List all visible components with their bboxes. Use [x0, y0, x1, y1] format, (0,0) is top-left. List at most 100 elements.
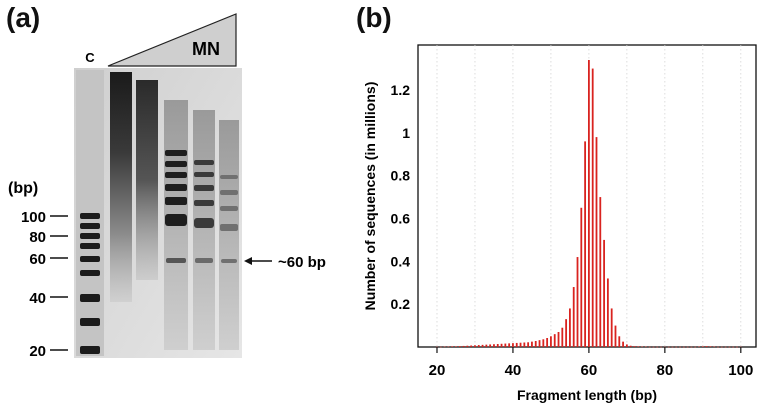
bar: [682, 346, 685, 348]
bar: [466, 345, 469, 347]
bar: [587, 59, 590, 347]
bar: [527, 342, 530, 347]
panel-a-label: (a): [6, 2, 41, 33]
mn-lane-2: [136, 80, 158, 280]
bar: [439, 346, 442, 348]
bp-unit-label: (bp): [8, 180, 38, 197]
x-axis-ticks: 20 40 60 80 100: [429, 347, 753, 379]
y-tick-label: 0.2: [391, 296, 411, 312]
bar: [447, 346, 450, 348]
bar: [500, 343, 503, 347]
bar: [694, 346, 697, 348]
bar: [553, 334, 556, 347]
bar: [485, 344, 488, 347]
y-tick-label: 1: [402, 125, 410, 141]
bar: [671, 346, 674, 348]
ladder-ticks: [50, 215, 68, 351]
bar: [538, 340, 541, 347]
x-axis-label: Fragment length (bp): [517, 387, 657, 403]
bar: [652, 346, 655, 348]
bar: [724, 346, 727, 348]
y-axis-label: Number of sequences (in millions): [362, 82, 378, 311]
bar: [614, 325, 617, 347]
bar: [713, 346, 716, 348]
bar: [546, 338, 549, 347]
plot-area: [417, 44, 757, 348]
bar: [603, 239, 605, 347]
bar: [458, 346, 461, 347]
y-tick-label: 0.8: [391, 168, 411, 184]
mn-wedge: [107, 13, 237, 67]
mn-lane-5-bands: [220, 175, 238, 263]
y-axis-ticks: 0.2 0.4 0.6 0.8 1 1.2: [391, 82, 411, 312]
bar: [512, 343, 514, 347]
bar: [584, 141, 587, 347]
bar: [576, 257, 579, 347]
bar: [641, 346, 643, 348]
bar: [580, 207, 583, 347]
bar: [443, 346, 446, 348]
bar: [610, 308, 613, 347]
bar: [625, 344, 628, 347]
mn-wedge-label: MN: [192, 39, 220, 59]
bar: [523, 342, 526, 347]
bar: [705, 346, 708, 347]
bar: [550, 336, 552, 347]
bar: [531, 341, 533, 347]
bar: [648, 346, 651, 348]
bar: [618, 336, 621, 347]
y-tick-label: 0.4: [391, 253, 411, 269]
mn-lane-5: [219, 120, 239, 350]
bar: [474, 345, 476, 347]
bar: [451, 346, 454, 347]
ladder-label-60: 60: [29, 251, 46, 268]
bar: [644, 346, 647, 348]
bar: [709, 346, 712, 347]
bar: [515, 342, 518, 347]
bar: [728, 346, 731, 348]
x-tick-label: 60: [581, 362, 598, 379]
bar: [591, 68, 594, 348]
bar: [660, 346, 662, 348]
y-tick-label: 1.2: [391, 82, 411, 98]
mn-lane-3-bands: [165, 150, 187, 263]
gel-figure: C MN (bp) 100 80 60 40 20 ~60 bp: [8, 13, 326, 360]
bar: [667, 346, 670, 348]
bar: [561, 327, 564, 347]
bar: [679, 346, 681, 348]
mn-lane-1: [110, 72, 132, 302]
bar: [462, 345, 465, 347]
x-tick-label: 80: [657, 362, 674, 379]
x-tick-label: 100: [728, 362, 753, 379]
bar: [720, 346, 723, 348]
bar: [519, 342, 522, 347]
bar: [633, 346, 636, 347]
mn-lane-4: [193, 110, 215, 350]
bar: [496, 344, 499, 347]
x-tick-label: 40: [505, 362, 522, 379]
bar: [656, 346, 659, 348]
bar: [637, 346, 640, 347]
arrow-60bp-icon: [244, 257, 272, 265]
bar: [477, 345, 480, 347]
bar: [599, 197, 602, 347]
bar: [732, 346, 735, 348]
bar: [470, 345, 473, 347]
bar: [557, 332, 560, 347]
mn-lane-4-bands: [194, 160, 214, 263]
bar: [736, 346, 738, 348]
bar: [629, 345, 632, 347]
bar: [534, 341, 537, 347]
bar: [542, 339, 545, 347]
x-tick-label: 20: [429, 362, 446, 379]
ladder-label-80: 80: [29, 229, 46, 246]
ladder-label-100: 100: [21, 209, 46, 226]
bar: [698, 346, 700, 348]
bar: [504, 343, 507, 347]
lane-c-label: C: [85, 50, 95, 65]
bar: [606, 278, 609, 347]
bar: [690, 346, 693, 348]
arrow-annotation: ~60 bp: [278, 254, 326, 271]
panel-b-label: (b): [356, 2, 392, 33]
ladder-bands: [80, 213, 100, 354]
